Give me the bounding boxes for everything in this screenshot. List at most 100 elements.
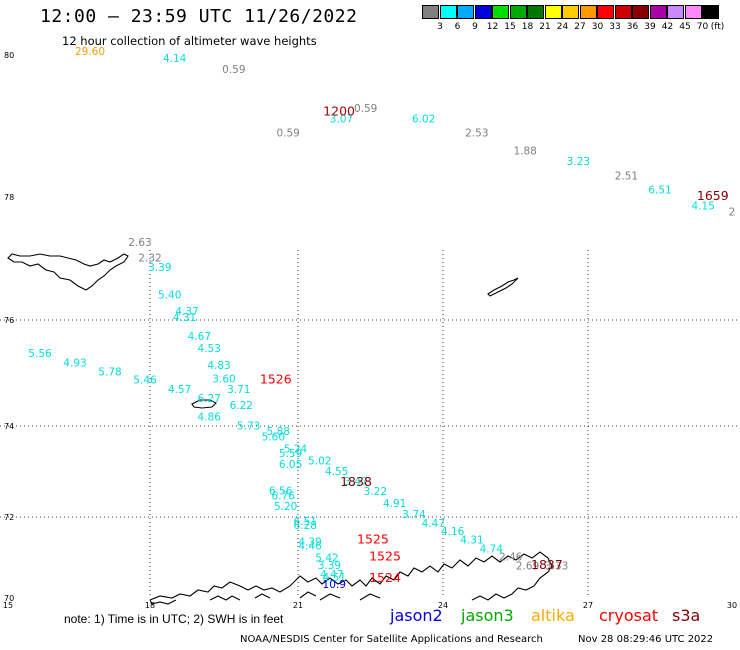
norway-coast <box>149 551 553 605</box>
scale-swatch <box>597 5 614 19</box>
scale-label: 45 <box>679 22 691 32</box>
wave-height-value: 4.37 <box>175 306 198 318</box>
wave-height-value: 2.53 <box>465 128 488 140</box>
wave-height-value: 4.47 <box>422 518 445 530</box>
wave-height-value: 4.91 <box>383 498 406 510</box>
scale-swatch <box>474 5 492 19</box>
footnote: note: 1) Time is in UTC; 2) SWH is in fe… <box>64 612 284 626</box>
wave-height-value: 3.71 <box>227 384 250 396</box>
wave-height-value: 4.57 <box>168 384 191 396</box>
wave-height-value: 6.27 <box>198 393 221 405</box>
lat-label: 80 <box>4 51 14 60</box>
lat-label: 76 <box>4 316 14 325</box>
wave-height-value: 2.46 <box>499 552 523 564</box>
chart-title: 12:00 — 23:59 UTC 11/26/2022 <box>40 6 358 27</box>
scale-label: 9 <box>472 22 478 32</box>
small-island-ne <box>487 277 519 297</box>
scale-swatch <box>614 5 632 19</box>
scale-swatch <box>702 5 719 19</box>
wave-height-value: 6.22 <box>230 400 253 412</box>
wave-height-value: 4.86 <box>198 412 222 424</box>
wave-height-value: 6.51 <box>294 516 317 528</box>
wave-height-value: 6.51 <box>648 184 671 196</box>
wave-height-value: 4.55 <box>325 466 348 478</box>
wave-height-value: 5.42 <box>315 553 338 565</box>
lat-label: 78 <box>4 193 14 202</box>
wave-height-value: 5.40 <box>158 289 181 301</box>
scale-label: 6 <box>454 22 461 32</box>
scale-label: 15 <box>504 22 516 32</box>
wave-height-value: 29.60 <box>75 46 105 58</box>
wave-height-value: 5.60 <box>262 432 285 444</box>
wave-height-value: 4.39 <box>298 536 321 548</box>
scale-label: 36 <box>626 22 639 32</box>
scale-swatch <box>649 5 667 19</box>
wave-height-value: 4.67 <box>188 331 211 343</box>
scale-label: 12 <box>486 22 499 32</box>
pass-time-stamp: 1659 <box>697 188 729 203</box>
scale-swatch <box>509 5 527 19</box>
lon-label: 24 <box>438 601 448 610</box>
lat-label: 74 <box>4 422 14 431</box>
wave-height-value: 2.32 <box>138 253 161 265</box>
lat-label: 72 <box>4 513 14 522</box>
wave-height-value: 3.07 <box>330 113 353 125</box>
wave-height-value: 4.51 <box>323 572 346 584</box>
wave-height-value: 10.9 <box>323 579 346 591</box>
wave-height-value: 3.33 <box>545 561 568 573</box>
bear-island <box>191 399 217 409</box>
wave-height-value: 4.31 <box>173 312 196 324</box>
credit-line: NOAA/NESDIS Center for Satellite Applica… <box>240 634 543 645</box>
wave-height-value: 4.93 <box>63 358 86 370</box>
svalbard-coast <box>7 253 129 291</box>
wave-height-value: 6.56 <box>269 485 293 497</box>
wave-height-value: 3.74 <box>402 509 426 521</box>
creation-time: Nov 28 08:29:46 UTC 2022 <box>578 634 714 645</box>
wave-height-value: 5.46 <box>133 375 157 387</box>
scale-swatch <box>527 5 544 19</box>
wave-height-value: 3.22 <box>364 486 387 498</box>
scale-swatch <box>492 5 509 19</box>
lon-label: 21 <box>293 601 303 610</box>
wave-height-value: 2.51 <box>615 170 638 182</box>
satellite-altika: altika <box>531 606 575 625</box>
scale-swatch <box>684 5 702 19</box>
scale-label: 70 <box>696 22 709 32</box>
wave-height-value: 2 <box>729 206 736 218</box>
wave-height-value: 3.60 <box>212 374 235 386</box>
scale-label: 24 <box>556 22 569 32</box>
wave-height-observations: 29.604.140.590.593.07 6.022.531.883.232.5… <box>28 46 735 591</box>
pass-time-stamp: 1200 <box>323 103 355 118</box>
wave-height-value: 0.59 <box>276 128 299 140</box>
lon-label: 30 <box>727 601 737 610</box>
wave-height-value: 6.76 <box>272 491 296 503</box>
wave-height-value: 4.47 <box>320 569 343 581</box>
wave-height-value: 5.02 <box>308 456 331 468</box>
wave-height-value: 6.05 <box>279 459 302 471</box>
wave-height-value: 3.47 <box>344 476 367 488</box>
chart-subtitle: 12 hour collection of altimeter wave hei… <box>62 34 317 48</box>
satellite-s3a: s3a <box>672 606 701 625</box>
scale-unit: (ft) <box>710 22 725 32</box>
track-time-stamps: 1200 1659 1526 1838 1525 1525 1837 1524 <box>260 103 729 584</box>
wave-height-value: 3.23 <box>567 156 590 168</box>
scale-swatch <box>439 5 457 19</box>
wave-height-value: 3.39 <box>148 262 171 274</box>
wave-height-value: 5.73 <box>237 421 260 433</box>
wave-height-value: 4.31 <box>460 535 483 547</box>
wave-height-value: 4.16 <box>441 526 465 538</box>
wave-height-value: 2.69 <box>516 561 539 573</box>
scale-label: 30 <box>591 22 604 32</box>
wave-height-value: 4.53 <box>198 343 221 355</box>
wave-height-value: 4.74 <box>480 544 504 556</box>
wave-height-value: 5.78 <box>98 367 121 379</box>
lat-lon-grid <box>0 250 740 598</box>
scale-label: 27 <box>574 22 586 32</box>
wave-height-value: 5.20 <box>274 501 297 513</box>
scale-label: 39 <box>644 22 656 32</box>
scale-swatch <box>457 5 474 19</box>
scale-label: 3 <box>437 22 443 32</box>
scale-swatch <box>544 5 562 19</box>
